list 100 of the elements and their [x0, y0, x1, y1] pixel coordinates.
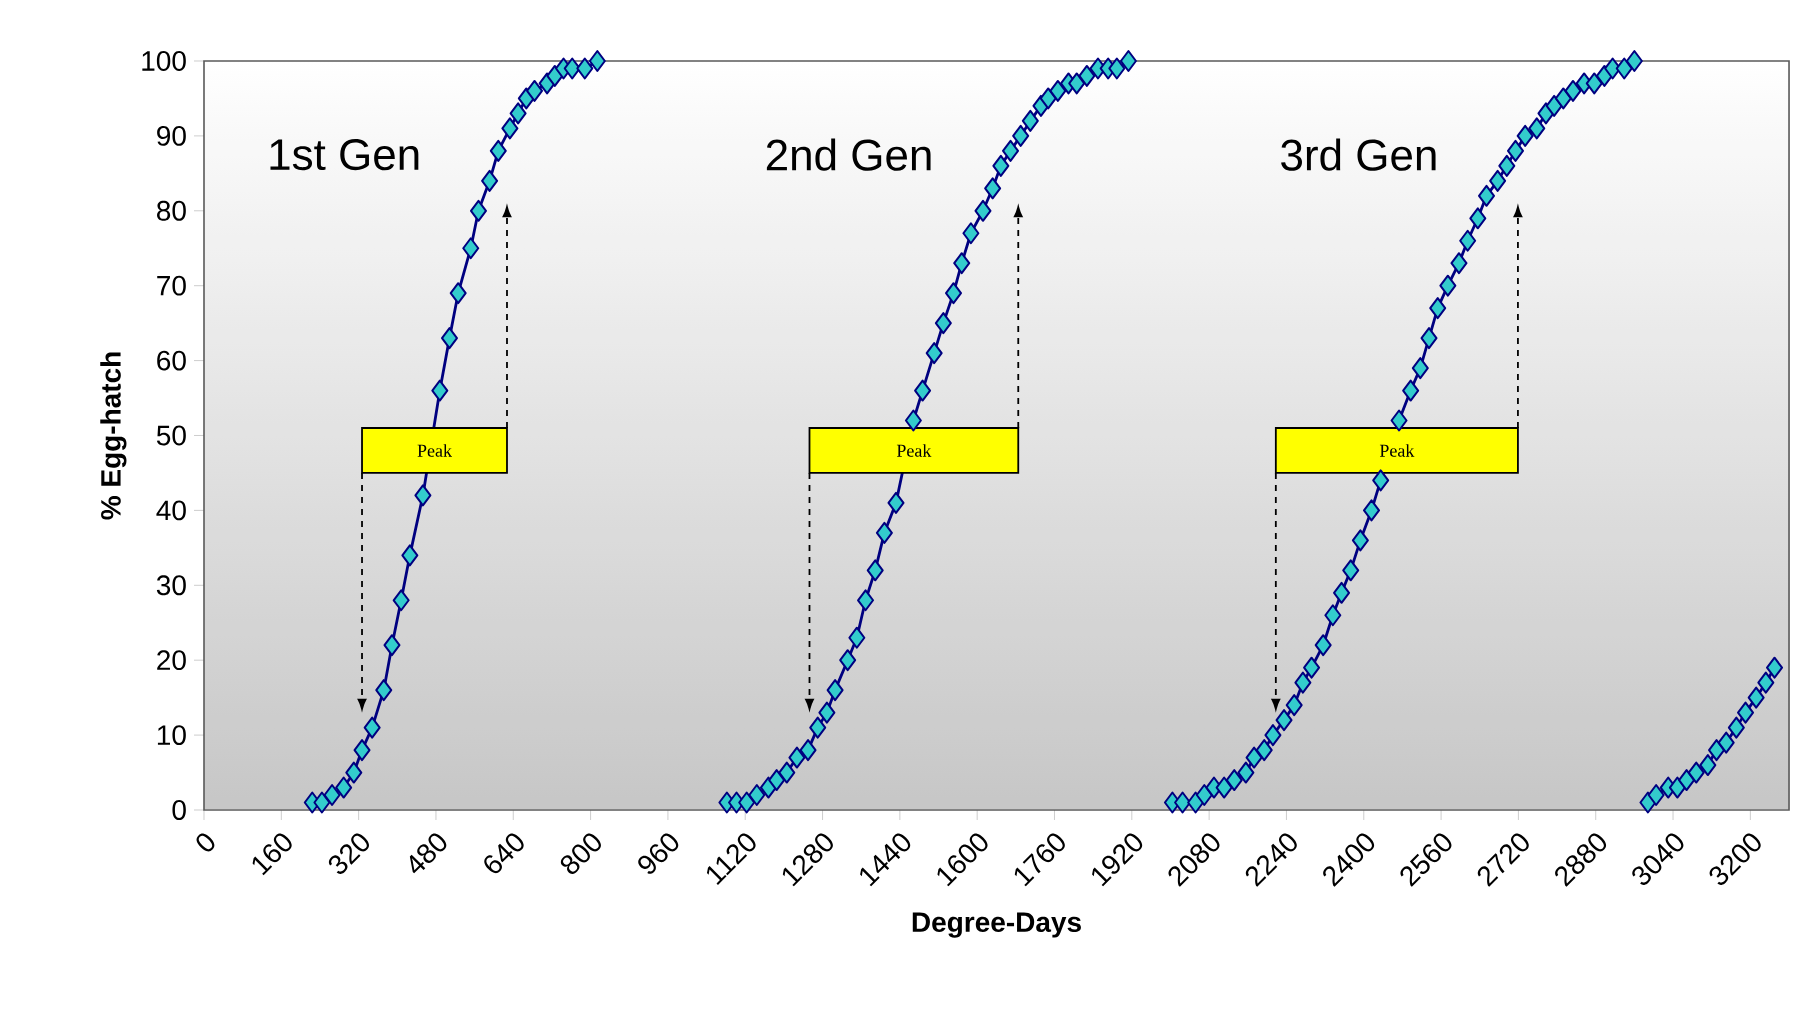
point: [1585, 72, 1603, 95]
point: [1174, 791, 1192, 814]
point: [1727, 716, 1745, 739]
y-tick-label: 0: [172, 800, 186, 820]
point: [1411, 357, 1429, 380]
point: [857, 589, 875, 612]
y-tick-label: 80: [157, 200, 186, 221]
point: [1647, 784, 1665, 807]
point: [914, 379, 932, 402]
point: [462, 237, 480, 260]
point: [1314, 634, 1332, 657]
point: [1516, 124, 1534, 147]
point: [1429, 297, 1447, 320]
point: [375, 679, 393, 702]
point: [1245, 746, 1263, 769]
point: [1668, 776, 1686, 799]
x-tick-label: 960: [638, 833, 679, 874]
point: [383, 634, 401, 657]
point: [1195, 784, 1213, 807]
annotation: 3rd Gen: [1281, 138, 1436, 171]
point: [1078, 64, 1096, 87]
point: [1717, 731, 1735, 754]
point: [1303, 656, 1321, 679]
point: [1264, 724, 1282, 747]
point: [778, 761, 796, 784]
point: [1737, 701, 1755, 724]
point: [1342, 559, 1360, 582]
x-tick-label: 800: [560, 833, 601, 874]
point: [1049, 79, 1067, 102]
point: [345, 761, 363, 784]
point: [1439, 274, 1457, 297]
point: [1351, 529, 1369, 552]
point: [335, 776, 353, 799]
y-tick-label: 50: [156, 425, 186, 446]
point: [799, 739, 817, 762]
point: [588, 49, 606, 72]
x-tick-label: 480: [409, 833, 447, 874]
y-tick-label: 90: [157, 125, 186, 146]
y-axis-title: % Egg-hatch: [100, 352, 127, 520]
point: [738, 791, 756, 814]
point: [839, 649, 857, 672]
x-tick-label: 0: [196, 833, 215, 852]
annotation: 2nd Gen: [766, 138, 931, 171]
y-tick-label: 60: [157, 350, 186, 371]
point: [1507, 139, 1525, 162]
point: [401, 544, 419, 567]
point: [904, 409, 922, 432]
point: [1012, 124, 1030, 147]
point: [1498, 154, 1516, 177]
point: [526, 79, 544, 102]
point: [984, 177, 1002, 200]
point: [1459, 229, 1477, 252]
point: [1215, 776, 1233, 799]
point: [934, 312, 952, 335]
point: [1225, 769, 1243, 792]
point: [363, 716, 381, 739]
point: [1420, 327, 1438, 350]
point: [1757, 671, 1775, 694]
point: [866, 559, 884, 582]
point: [576, 57, 594, 80]
x-axis-title: Degree-Days: [912, 912, 1081, 938]
point: [489, 139, 507, 162]
point: [1119, 49, 1137, 72]
point: [1002, 139, 1020, 162]
point: [1402, 379, 1420, 402]
point: [1747, 686, 1765, 709]
point: [848, 626, 866, 649]
point: [1021, 109, 1039, 132]
point: [323, 784, 341, 807]
point: [1469, 207, 1487, 230]
point: [1708, 739, 1726, 762]
point: [1564, 79, 1582, 102]
point: [953, 252, 971, 275]
point: [1528, 117, 1546, 140]
band-label: Peak: [896, 444, 932, 457]
point: [1068, 72, 1086, 95]
band-label: Peak: [1379, 444, 1415, 457]
y-tick-label: 70: [157, 275, 186, 296]
point: [788, 746, 806, 769]
point: [1554, 87, 1572, 110]
y-tick-label: 100: [142, 51, 186, 71]
point: [1108, 57, 1126, 80]
point: [768, 769, 786, 792]
point: [826, 679, 844, 702]
point: [509, 102, 527, 125]
y-tick-label: 20: [157, 650, 186, 671]
point: [1333, 581, 1351, 604]
point: [974, 199, 992, 222]
point: [1390, 409, 1408, 432]
point: [313, 791, 331, 814]
point: [501, 117, 519, 140]
point: [809, 716, 827, 739]
point: [1275, 709, 1293, 732]
point: [563, 57, 581, 80]
point: [1687, 761, 1705, 784]
y-tick-label: 10: [157, 725, 186, 746]
x-tick-label: 640: [484, 833, 524, 874]
point: [1678, 769, 1696, 792]
point: [748, 784, 766, 807]
annotation: 1st Gen: [270, 139, 419, 171]
